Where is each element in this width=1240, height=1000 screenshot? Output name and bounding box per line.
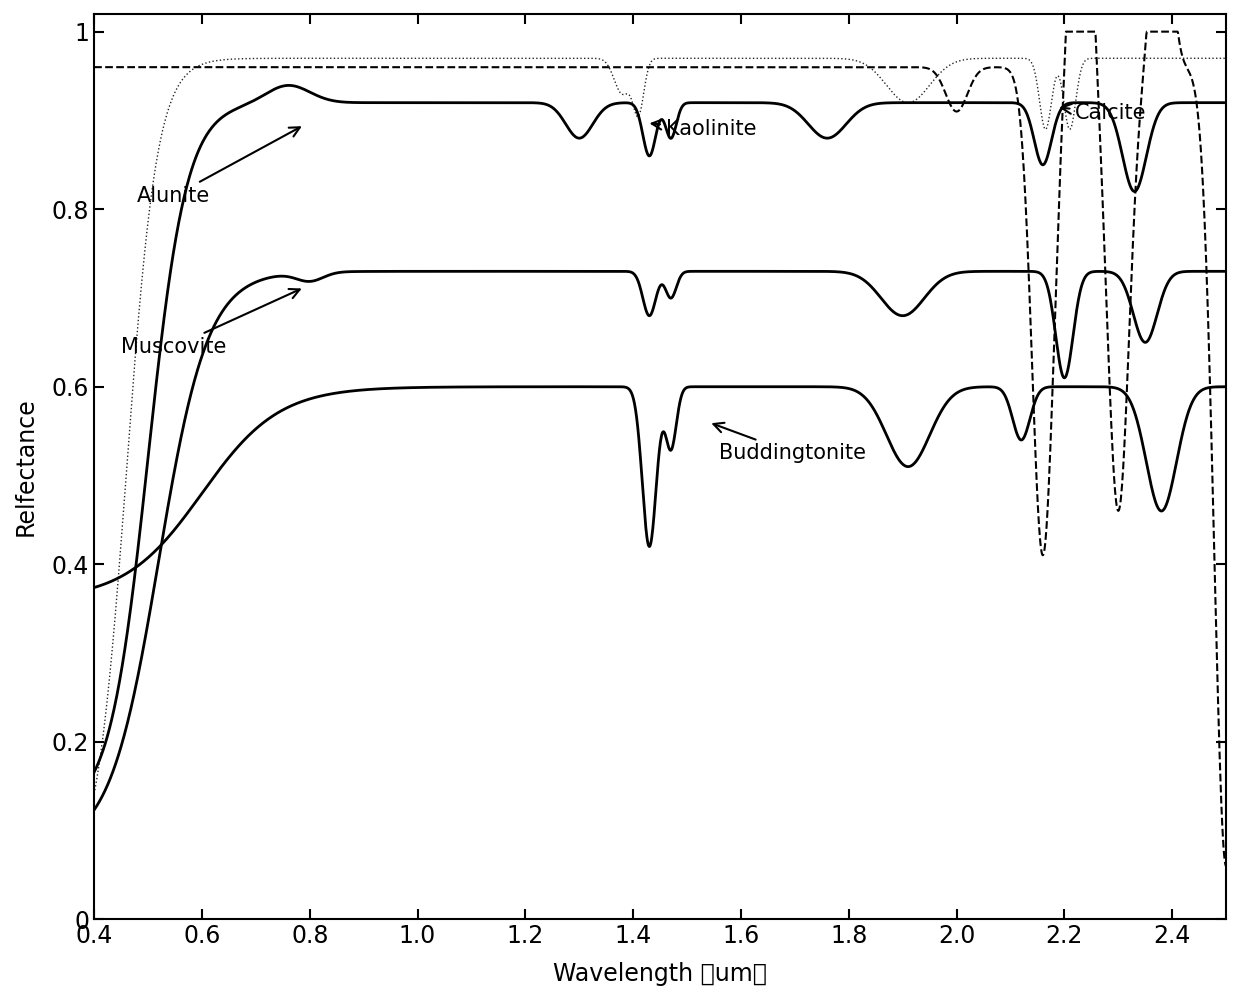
Text: Alunite: Alunite xyxy=(138,127,300,206)
Text: Muscovite: Muscovite xyxy=(122,289,300,357)
Text: Calcite: Calcite xyxy=(1061,103,1147,123)
Text: Kaolinite: Kaolinite xyxy=(652,119,756,139)
Text: Buddingtonite: Buddingtonite xyxy=(713,423,867,463)
Y-axis label: Relfectance: Relfectance xyxy=(14,397,38,536)
X-axis label: Wavelength （um）: Wavelength （um） xyxy=(553,962,768,986)
